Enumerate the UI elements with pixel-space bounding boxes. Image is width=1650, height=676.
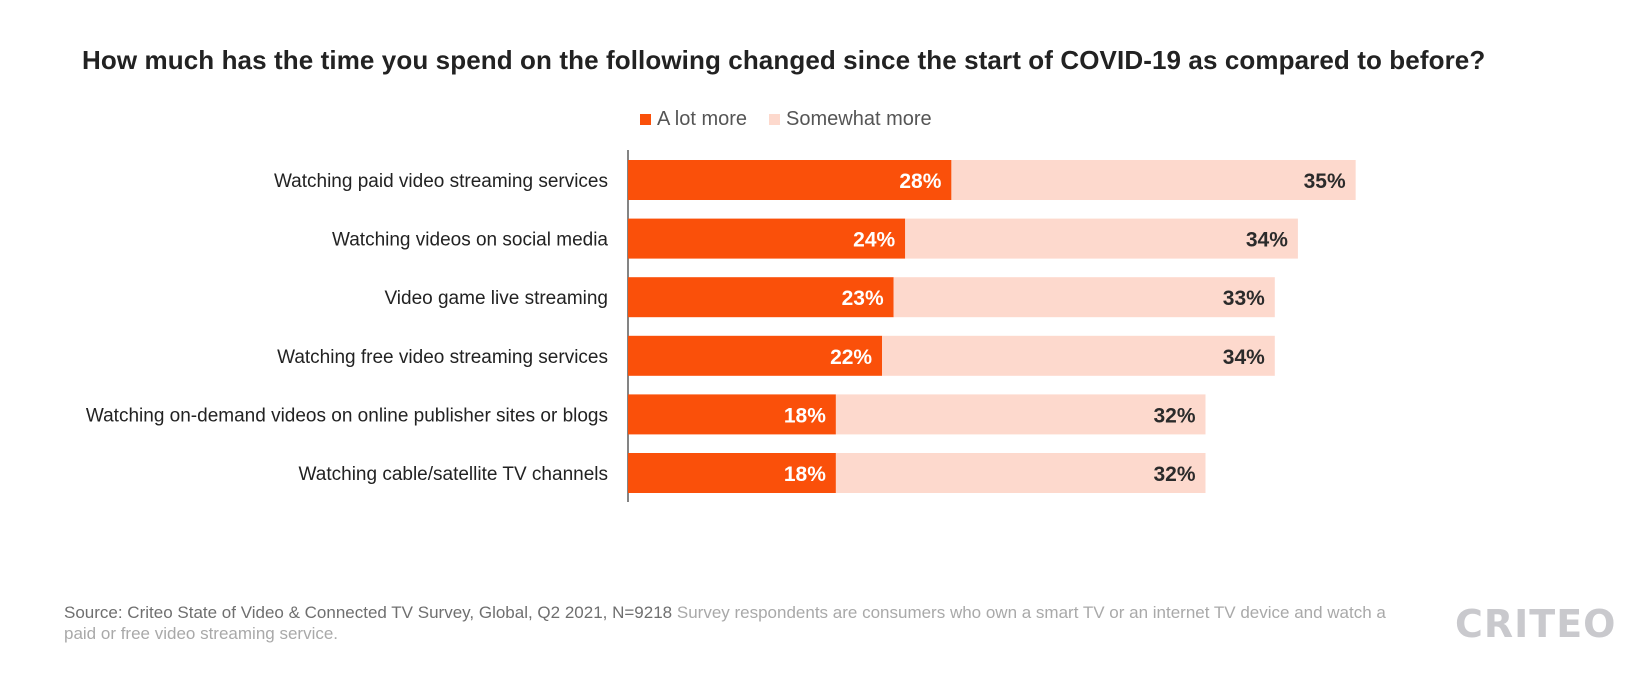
category-label: Watching free video streaming services [277,347,608,368]
category-label: Watching cable/satellite TV channels [299,464,608,485]
bar-a-lot-more [628,277,894,318]
category-label: Watching videos on social media [332,230,608,251]
bar-a-lot-more [628,453,836,493]
data-label-somewhat-more: 34% [1223,346,1265,369]
data-label-a-lot-more: 24% [853,229,895,252]
data-label-somewhat-more: 35% [1304,170,1346,193]
footer: Source: Criteo State of Video & Connecte… [64,602,1404,644]
legend-swatch-a-lot-more [640,114,651,125]
bar-a-lot-more [628,394,836,435]
bar-somewhat-more [835,394,1206,435]
bar-a-lot-more [628,218,906,259]
data-label-somewhat-more: 34% [1246,229,1288,252]
criteo-logo: CRITEO [1455,602,1617,646]
data-label-somewhat-more: 33% [1223,287,1265,310]
legend-label-a-lot-more: A lot more [657,108,748,130]
data-label-a-lot-more: 18% [784,404,826,427]
data-label-a-lot-more: 22% [830,346,872,369]
bar-chart: Watching paid video streaming services 28… [86,150,1356,502]
data-label-somewhat-more: 32% [1153,463,1195,486]
bar-a-lot-more [628,160,952,200]
category-label: Watching on-demand videos on online publ… [86,405,608,426]
category-label: Video game live streaming [384,288,608,309]
note-text: Survey respondents are consumers who own… [64,603,1386,643]
data-label-a-lot-more: 18% [784,463,826,486]
legend: A lot more Somewhat more [640,108,954,131]
chart-title: How much has the time you spend on the f… [82,45,1486,75]
data-label-a-lot-more: 28% [899,170,941,193]
legend-label-somewhat-more: Somewhat more [786,108,932,130]
bar-somewhat-more [905,218,1298,259]
data-label-somewhat-more: 32% [1153,404,1195,427]
bar-somewhat-more [951,160,1356,200]
data-label-a-lot-more: 23% [842,287,884,310]
category-label: Watching paid video streaming services [274,171,608,192]
source-text: Source: Criteo State of Video & Connecte… [64,603,673,622]
bar-somewhat-more [882,335,1275,376]
bar-somewhat-more [835,453,1206,493]
legend-swatch-somewhat-more [769,114,781,125]
bar-somewhat-more [893,277,1275,318]
legend-item-somewhat-more: Somewhat more [769,108,932,131]
bar-a-lot-more [628,335,883,376]
legend-item-a-lot-more: A lot more [640,108,747,131]
chart-marks: Watching paid video streaming services 28… [86,160,1356,493]
